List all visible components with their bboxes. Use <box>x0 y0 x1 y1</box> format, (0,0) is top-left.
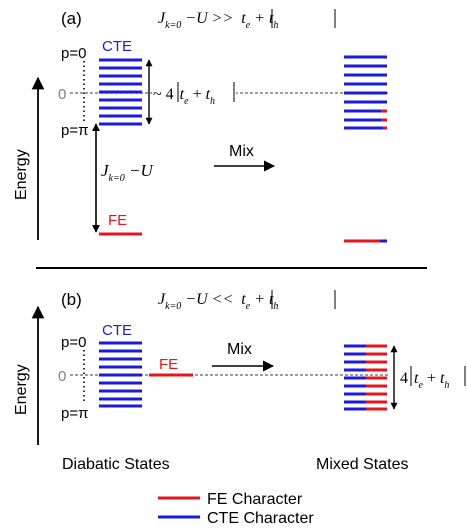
width-label-b: 4 te + th <box>400 366 466 391</box>
width-label-a: ~ 4 te + th <box>152 80 236 107</box>
cond-a-j: J <box>158 10 166 27</box>
cond-a-s1: e <box>246 20 251 31</box>
cond-a-t1: t <box>241 10 246 27</box>
cond-a-rel: −U >> <box>181 10 237 27</box>
cte-label-b: CTE <box>102 322 132 339</box>
ppi-label-b: p=π <box>61 405 88 422</box>
energy-label-b: Energy <box>13 364 30 415</box>
cte-label-a: CTE <box>102 38 132 55</box>
mixed-states-label: Mixed States <box>316 456 408 473</box>
svg-text:Jk=0 −U >> te + th: Jk=0 −U >> te + th <box>158 10 278 31</box>
zero-label-a: 0 <box>58 86 66 103</box>
panel-a-condition: Jk=0 −U >> te + th <box>158 9 336 31</box>
zero-label-b: 0 <box>58 368 66 385</box>
fe-label-a: FE <box>108 212 127 229</box>
panel-b-condition: Jk=0 −U << te + th <box>158 290 336 312</box>
p0-label-b: p=0 <box>61 334 86 351</box>
cond-a-s2: h <box>273 20 278 31</box>
panel-b-label: (b) <box>61 290 82 309</box>
panel-b: (b) Jk=0 −U << te + th Energy 0 p=0 p=π … <box>13 290 466 473</box>
diabatic-states-label: Diabatic States <box>62 456 170 473</box>
fe-label-b: FE <box>159 356 178 373</box>
mixed-levels-b <box>344 344 387 411</box>
cte-levels-a <box>99 58 142 126</box>
cte-levels-b <box>99 341 142 408</box>
mix-label-b: Mix <box>227 341 252 358</box>
cond-a-sub: k=0 <box>165 20 181 31</box>
svg-text:Jk=0 −U << te + th: Jk=0 −U << te + th <box>158 291 278 312</box>
gap-label-a: Jk=0 −U <box>101 161 154 184</box>
mix-label-a: Mix <box>229 143 254 160</box>
p0-label-a: p=0 <box>61 45 86 62</box>
panel-a-label: (a) <box>61 9 82 28</box>
cond-a-plus: + <box>250 10 269 27</box>
mixed-levels-a <box>344 55 387 243</box>
legend-fe-label: FE Character <box>207 491 303 508</box>
energy-label-a: Energy <box>13 149 30 200</box>
legend-cte-label: CTE Character <box>207 510 314 527</box>
legend: FE Character CTE Character <box>158 491 314 527</box>
cond-a-t2: t <box>269 10 274 27</box>
panel-a: (a) Jk=0 −U >> te + th Energy 0 p=0 p=π … <box>13 9 388 243</box>
svg-text:4te + th: 4 te + th <box>400 370 449 391</box>
ppi-label-a: p=π <box>61 122 88 139</box>
svg-text:~ 4te + th: ~ 4 te + th <box>153 86 215 107</box>
